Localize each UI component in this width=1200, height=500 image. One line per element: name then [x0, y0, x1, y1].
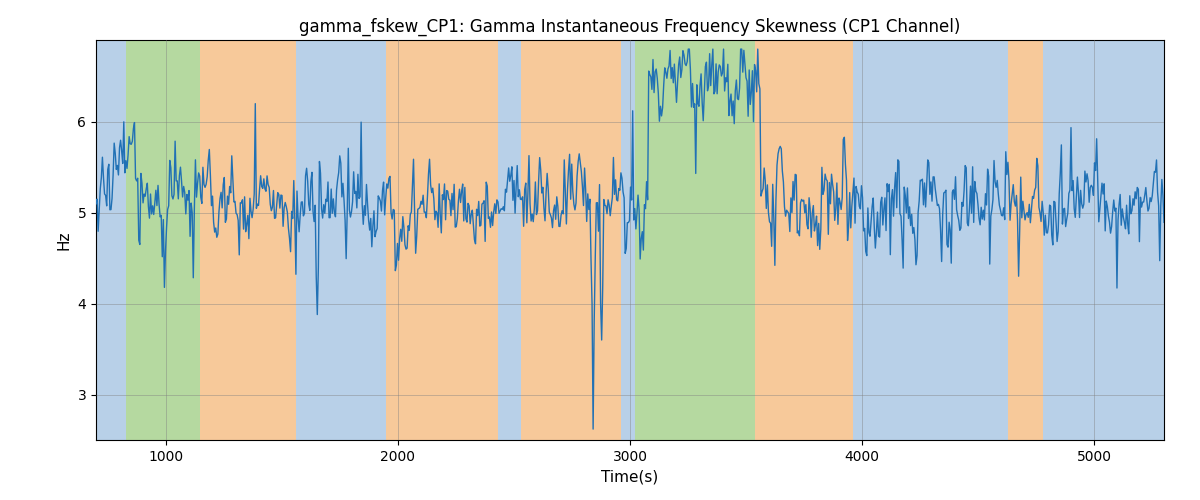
- Bar: [755, 40, 853, 440]
- Y-axis label: Hz: Hz: [56, 230, 72, 250]
- Bar: [498, 40, 521, 440]
- X-axis label: Time(s): Time(s): [601, 470, 659, 484]
- Bar: [1008, 40, 1043, 440]
- Title: gamma_fskew_CP1: Gamma Instantaneous Frequency Skewness (CP1 Channel): gamma_fskew_CP1: Gamma Instantaneous Fre…: [299, 18, 961, 36]
- Bar: [295, 40, 328, 440]
- Bar: [96, 40, 126, 440]
- Bar: [200, 40, 295, 440]
- Bar: [1043, 40, 1164, 440]
- Bar: [521, 40, 620, 440]
- Bar: [328, 40, 386, 440]
- Bar: [386, 40, 498, 440]
- Bar: [126, 40, 200, 440]
- Bar: [853, 40, 1008, 440]
- Bar: [635, 40, 755, 440]
- Bar: [620, 40, 635, 440]
